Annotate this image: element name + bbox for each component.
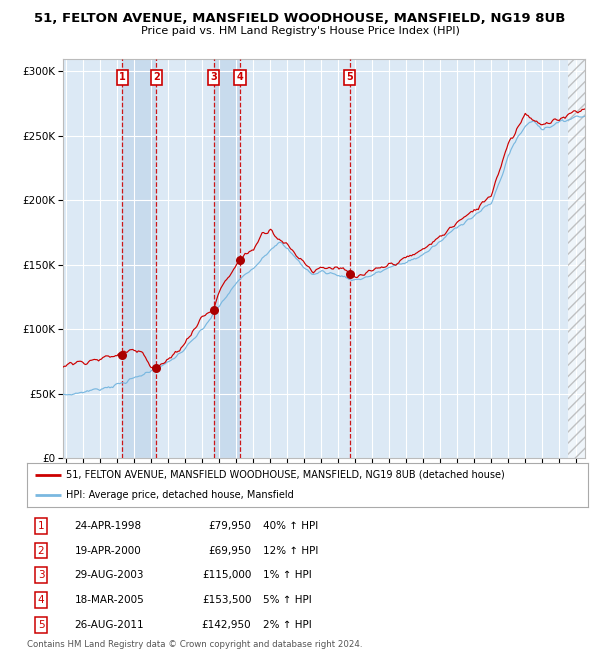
Text: 2: 2 [38,545,44,556]
Text: 2% ↑ HPI: 2% ↑ HPI [263,619,311,630]
Text: 3: 3 [38,570,44,580]
Text: £69,950: £69,950 [208,545,251,556]
Text: £79,950: £79,950 [208,521,251,531]
Text: 5: 5 [38,619,44,630]
Text: 5: 5 [346,73,353,83]
Text: 5% ↑ HPI: 5% ↑ HPI [263,595,311,605]
Bar [214,58,240,458]
Text: HPI: Average price, detached house, Mansfield: HPI: Average price, detached house, Mans… [66,490,294,500]
Text: 1% ↑ HPI: 1% ↑ HPI [263,570,311,580]
Text: Contains HM Land Registry data © Crown copyright and database right 2024.
This d: Contains HM Land Registry data © Crown c… [27,640,362,650]
Bar [568,58,585,458]
Text: 2: 2 [153,73,160,83]
Text: 4: 4 [38,595,44,605]
Text: £153,500: £153,500 [202,595,251,605]
Text: 1: 1 [38,521,44,531]
Text: 4: 4 [236,73,244,83]
Text: Price paid vs. HM Land Registry's House Price Index (HPI): Price paid vs. HM Land Registry's House … [140,26,460,36]
Text: 51, FELTON AVENUE, MANSFIELD WOODHOUSE, MANSFIELD, NG19 8UB: 51, FELTON AVENUE, MANSFIELD WOODHOUSE, … [34,12,566,25]
Text: 26-AUG-2011: 26-AUG-2011 [74,619,145,630]
Text: 3: 3 [210,73,217,83]
Text: 12% ↑ HPI: 12% ↑ HPI [263,545,318,556]
Text: 51, FELTON AVENUE, MANSFIELD WOODHOUSE, MANSFIELD, NG19 8UB (detached house): 51, FELTON AVENUE, MANSFIELD WOODHOUSE, … [66,470,505,480]
Bar [568,58,585,458]
Text: 24-APR-1998: 24-APR-1998 [74,521,142,531]
Text: 18-MAR-2005: 18-MAR-2005 [74,595,145,605]
Text: 1: 1 [119,73,126,83]
Bar [122,58,157,458]
Text: 29-AUG-2003: 29-AUG-2003 [74,570,144,580]
Text: £115,000: £115,000 [202,570,251,580]
Text: 40% ↑ HPI: 40% ↑ HPI [263,521,318,531]
Text: £142,950: £142,950 [202,619,251,630]
Text: 19-APR-2000: 19-APR-2000 [74,545,142,556]
